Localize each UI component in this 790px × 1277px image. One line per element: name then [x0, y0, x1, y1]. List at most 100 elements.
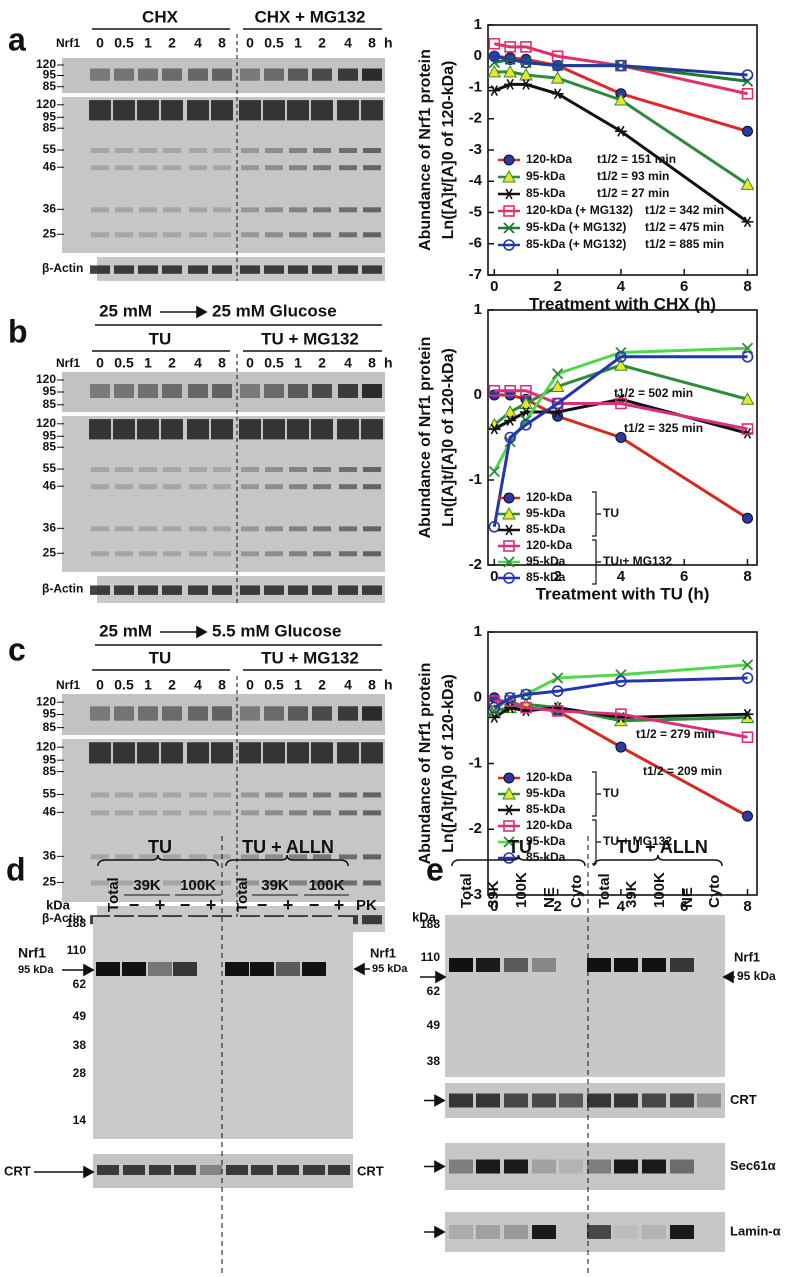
lane-label: Total	[105, 877, 122, 912]
band	[289, 526, 307, 532]
label: Lamin-α	[730, 1223, 781, 1238]
mw-label: 85	[43, 397, 57, 411]
band	[163, 207, 181, 213]
mw-label: 62	[73, 977, 87, 991]
band	[288, 585, 308, 595]
band	[697, 1093, 721, 1108]
marker	[504, 691, 516, 704]
x-tick-label: 8	[743, 898, 751, 915]
panel-letter: c	[8, 631, 26, 667]
label: Nrf1	[18, 945, 46, 961]
band	[115, 467, 133, 473]
lane-label: 100K	[651, 872, 668, 908]
lane-label: 1	[294, 35, 302, 51]
band	[339, 207, 357, 213]
band	[532, 1225, 556, 1239]
band	[211, 419, 233, 440]
band	[187, 100, 209, 121]
marker	[503, 804, 515, 816]
lane-label: 4	[344, 355, 352, 371]
band	[587, 1225, 611, 1239]
arrow	[722, 970, 735, 984]
series-line	[493, 676, 748, 709]
band	[91, 551, 109, 557]
marker	[503, 820, 515, 832]
panel-letter: a	[8, 21, 26, 57]
band	[339, 232, 357, 238]
mw-label: 95	[43, 68, 57, 82]
band	[162, 384, 182, 398]
band	[313, 207, 331, 213]
band	[241, 792, 259, 798]
lane-label: 0	[246, 355, 254, 371]
band	[91, 810, 109, 816]
lane-label: 39K	[623, 880, 640, 908]
band	[362, 706, 382, 721]
lane-label: 4	[194, 677, 202, 693]
mw-label: 55	[43, 461, 57, 475]
band	[339, 165, 357, 171]
lane-label: 4	[194, 35, 202, 51]
band	[115, 148, 133, 154]
band	[337, 742, 359, 764]
marker	[503, 556, 515, 568]
lane-label: 39K	[261, 877, 289, 894]
mw-label: 95	[43, 428, 57, 442]
y-tick-label: -7	[469, 266, 482, 283]
band	[89, 100, 111, 121]
lane-label: 8	[368, 35, 376, 51]
band	[265, 551, 283, 557]
band	[189, 148, 207, 154]
pk-sign: −	[180, 895, 191, 915]
band	[289, 551, 307, 557]
arrow	[424, 1225, 446, 1239]
band	[559, 1159, 583, 1174]
label: Nrf1	[56, 36, 80, 50]
band	[115, 854, 133, 860]
band	[115, 551, 133, 557]
band	[188, 265, 208, 274]
band	[138, 68, 158, 81]
marker	[520, 688, 532, 701]
marker	[503, 524, 515, 536]
lane-label: 4	[194, 355, 202, 371]
legend-label: 95-kDa	[526, 506, 566, 520]
label: 95 kDa	[737, 969, 776, 983]
band	[313, 165, 331, 171]
marker	[488, 701, 501, 714]
pk-sign: −	[129, 895, 140, 915]
arrow	[34, 1165, 95, 1179]
band	[137, 419, 159, 440]
mw-label: 95	[43, 752, 57, 766]
marker	[504, 384, 516, 397]
band	[91, 148, 109, 154]
band	[313, 854, 331, 860]
mw-label: 14	[73, 1113, 87, 1127]
band	[139, 467, 157, 473]
lane-label: 0	[246, 677, 254, 693]
lane-label: 0	[96, 355, 104, 371]
lane-label: NE	[679, 887, 696, 908]
band	[123, 1165, 145, 1175]
band	[91, 526, 109, 532]
band	[89, 419, 111, 440]
band	[188, 384, 208, 398]
x-axis-label: Treatment with TU (h)	[536, 584, 710, 603]
lane-label: 0.5	[114, 677, 134, 693]
band	[90, 384, 110, 398]
lane-label: 2	[318, 355, 326, 371]
mw-label: 36	[43, 520, 57, 534]
lane-label: 100K	[513, 872, 530, 908]
band	[339, 148, 357, 154]
mw-label: 49	[427, 1018, 441, 1032]
band	[362, 915, 382, 925]
band	[288, 706, 308, 721]
label: h	[384, 35, 393, 51]
band	[504, 1159, 528, 1174]
band	[363, 467, 381, 473]
lane-label: 2	[168, 35, 176, 51]
legend-label: 95-kDa	[526, 834, 566, 848]
band	[263, 100, 285, 121]
band	[162, 68, 182, 81]
band	[115, 484, 133, 490]
